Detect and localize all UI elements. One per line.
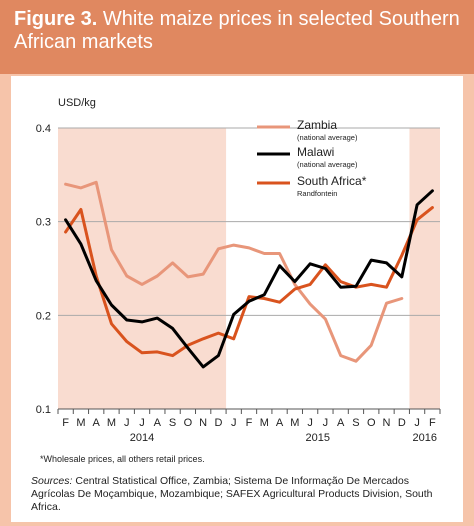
x-tick-label: M (260, 417, 269, 429)
year-label: 2015 (306, 432, 330, 444)
x-tick-label: A (276, 417, 284, 429)
x-tick-label: S (352, 417, 359, 429)
footnote: *Wholesale prices, all others retail pri… (40, 454, 205, 464)
x-tick-label: N (199, 417, 207, 429)
sources: Sources: Central Statistical Office, Zam… (31, 475, 451, 514)
x-tick-label: M (107, 417, 116, 429)
x-tick-label: A (93, 417, 101, 429)
series-line-zambia (64, 180, 404, 363)
x-tick-label: J (139, 417, 145, 429)
x-tick-label: D (214, 417, 222, 429)
sources-text: Central Statistical Office, Zambia; Sist… (31, 475, 433, 513)
x-tick-label: A (337, 417, 345, 429)
y-tick-label: 0.2 (36, 310, 51, 322)
x-tick-label: J (307, 417, 313, 429)
x-tick-label: S (169, 417, 176, 429)
x-tick-label: D (398, 417, 406, 429)
legend-label: South Africa* (297, 174, 367, 188)
x-tick-label: F (429, 417, 436, 429)
x-tick-label: O (184, 417, 193, 429)
y-tick-label: 0.4 (36, 123, 51, 135)
x-tick-label: F (62, 417, 69, 429)
y-tick-label: 0.3 (36, 217, 51, 229)
legend-sublabel: Randfontein (297, 189, 337, 198)
y-tick-label: 0.1 (36, 404, 51, 416)
figure-header: Figure 3. White maize prices in selected… (0, 0, 474, 74)
x-tick-label: N (383, 417, 391, 429)
figure-title: White maize prices in selected Southern … (14, 8, 460, 53)
figure-label: Figure 3. (14, 8, 98, 30)
year-label: 2014 (130, 432, 154, 444)
x-tick-label: J (414, 417, 420, 429)
series-line-south-africa (64, 206, 434, 358)
series-line-malawi (64, 189, 434, 369)
legend-sublabel: (national average) (297, 133, 358, 142)
x-tick-label: O (367, 417, 376, 429)
y-axis-label: USD/kg (58, 97, 96, 109)
legend-label: Zambia (297, 118, 337, 132)
x-tick-label: J (231, 417, 237, 429)
legend-label: Malawi (297, 145, 334, 159)
year-label: 2016 (412, 432, 436, 444)
x-tick-label: F (246, 417, 253, 429)
x-tick-label: M (290, 417, 299, 429)
shade-2014 (58, 128, 227, 409)
sources-label: Sources: (31, 475, 73, 487)
shade-2016 (409, 128, 440, 409)
x-tick-label: A (154, 417, 162, 429)
legend-sublabel: (national average) (297, 160, 358, 169)
x-tick-label: J (323, 417, 329, 429)
x-tick-label: M (76, 417, 85, 429)
x-tick-label: J (124, 417, 130, 429)
